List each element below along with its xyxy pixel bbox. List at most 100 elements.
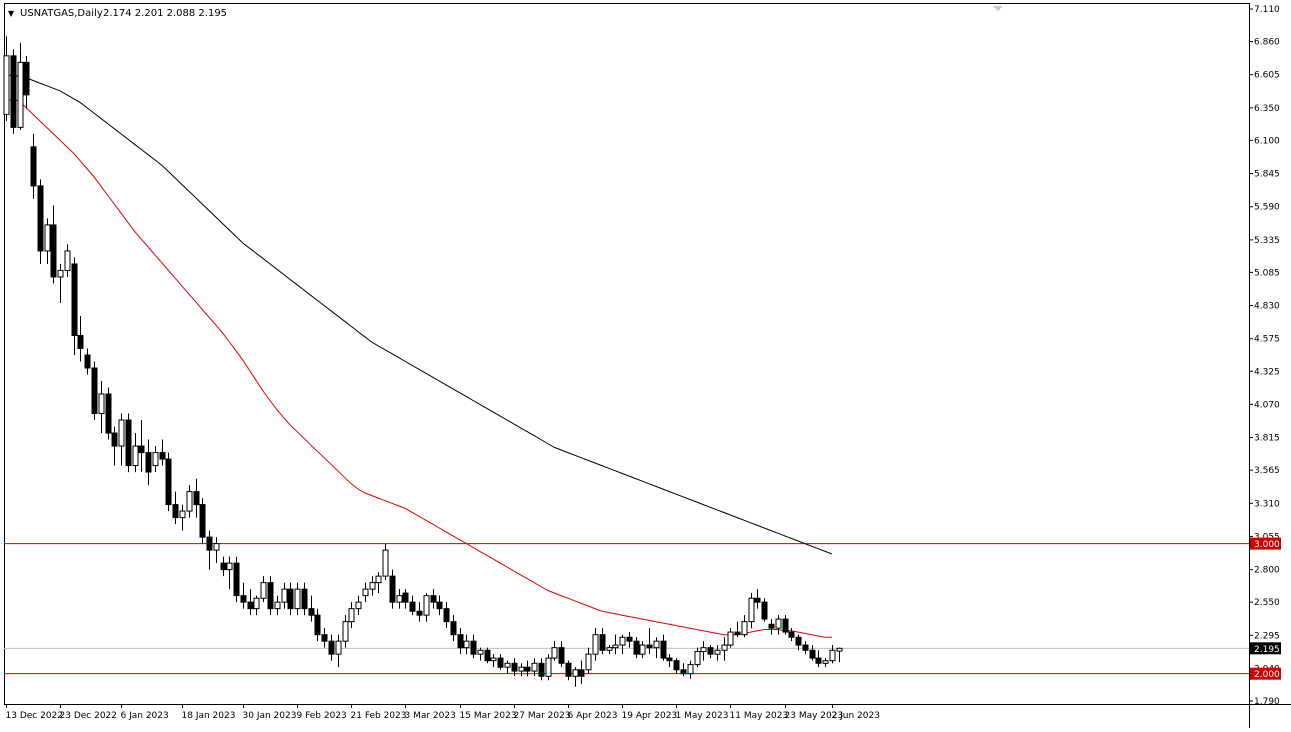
candle <box>389 569 396 609</box>
candle-body-down <box>457 634 464 649</box>
candle-body-down <box>165 458 172 506</box>
level-price-label-bg <box>1250 537 1281 550</box>
candle-body-down <box>314 614 321 636</box>
candle-body-down <box>524 666 531 672</box>
candle-body-down <box>646 644 653 649</box>
candle-body-up <box>118 419 125 447</box>
symbol-label: USNATGAS,Daily <box>20 8 103 19</box>
candle <box>138 420 145 473</box>
x-tick-label: 23 Dec 2022 <box>60 711 118 721</box>
candle-body-up <box>98 393 105 415</box>
candle <box>470 634 477 659</box>
candle <box>165 452 172 512</box>
candle <box>572 667 579 687</box>
candle-body-up <box>606 647 613 651</box>
candle-body-down <box>754 597 761 603</box>
candle-body-up <box>727 631 734 646</box>
candle-body-up <box>17 61 24 128</box>
candle-body-up <box>362 588 369 597</box>
candle-body-up <box>152 452 159 467</box>
candle-body-up <box>592 634 599 655</box>
candle-body-up <box>585 653 592 671</box>
candle <box>809 645 816 661</box>
candle <box>335 634 342 668</box>
candle <box>423 593 430 622</box>
candle-body-down <box>321 634 328 642</box>
candle <box>301 582 308 616</box>
candle-body-down <box>788 631 795 638</box>
candle-body-up <box>132 445 139 467</box>
candle-body-down <box>172 504 179 519</box>
candle-body-up <box>369 582 376 590</box>
candle <box>606 645 613 655</box>
candle-body-up <box>748 597 755 623</box>
y-tick-label: 5.590 <box>1254 203 1280 213</box>
candle-body-down <box>23 61 30 96</box>
candle <box>206 530 213 570</box>
candle-body-down <box>138 445 145 454</box>
y-tick-label: 2.550 <box>1254 598 1280 608</box>
candle-body-down <box>389 575 396 603</box>
candle-body-down <box>633 640 640 655</box>
candle <box>497 654 504 670</box>
candle <box>619 634 626 655</box>
shift-marker-icon[interactable] <box>993 6 1003 11</box>
candle <box>247 589 254 616</box>
candle <box>518 663 525 677</box>
candle-body-up <box>213 543 220 551</box>
candle <box>680 663 687 677</box>
candle <box>727 628 734 648</box>
candle <box>220 556 227 577</box>
candle <box>707 645 714 659</box>
ma-fast-line <box>5 98 832 638</box>
candle <box>836 647 843 663</box>
candle <box>125 413 132 473</box>
candle-body-up <box>829 649 836 662</box>
candle-body-up <box>775 618 782 629</box>
candle <box>267 576 274 616</box>
candle-body-down <box>308 608 315 616</box>
candle-body-down <box>430 595 437 603</box>
menu-dropdown-icon[interactable]: ▼ <box>8 9 15 18</box>
candle <box>504 660 511 674</box>
x-tick-label: 23 May 2023 <box>785 711 844 721</box>
candle-body-down <box>680 669 687 675</box>
candle-body-down <box>287 588 294 610</box>
candle <box>111 426 118 466</box>
candle <box>37 179 44 264</box>
candle-body-down <box>37 185 44 252</box>
y-tick-label: 5.845 <box>1254 170 1280 180</box>
candle-body-up <box>281 588 288 603</box>
y-tick-label: 3.815 <box>1254 434 1280 444</box>
y-tick-label: 6.100 <box>1254 136 1280 146</box>
candle <box>768 619 775 635</box>
candle <box>342 615 349 648</box>
candle <box>734 621 741 638</box>
candle-body-down <box>328 640 335 655</box>
candle-body-up <box>382 549 389 577</box>
candle-body-down <box>159 452 166 460</box>
chart-header: ▼ USNATGAS,Daily 2.174 2.201 2.088 2.195 <box>8 8 227 19</box>
candle <box>531 658 538 677</box>
candle <box>673 658 680 674</box>
candle <box>84 348 91 375</box>
x-tick-label: 11 May 2023 <box>730 711 789 721</box>
x-tick-label: 1 May 2023 <box>676 711 729 721</box>
candle <box>233 556 240 603</box>
candle <box>592 628 599 661</box>
candle <box>91 361 98 421</box>
candle-body-up <box>226 562 233 571</box>
candle-body-up <box>490 657 497 662</box>
candle <box>646 628 653 655</box>
candle <box>822 658 829 668</box>
candle-body-down <box>761 601 768 620</box>
candle-body-down <box>782 618 789 633</box>
candle-body-up <box>741 621 748 636</box>
candle <box>666 654 673 668</box>
candle <box>10 49 17 134</box>
candle <box>369 576 376 596</box>
candle-body-up <box>44 224 51 252</box>
x-tick-label: 9 Feb 2023 <box>297 711 347 721</box>
